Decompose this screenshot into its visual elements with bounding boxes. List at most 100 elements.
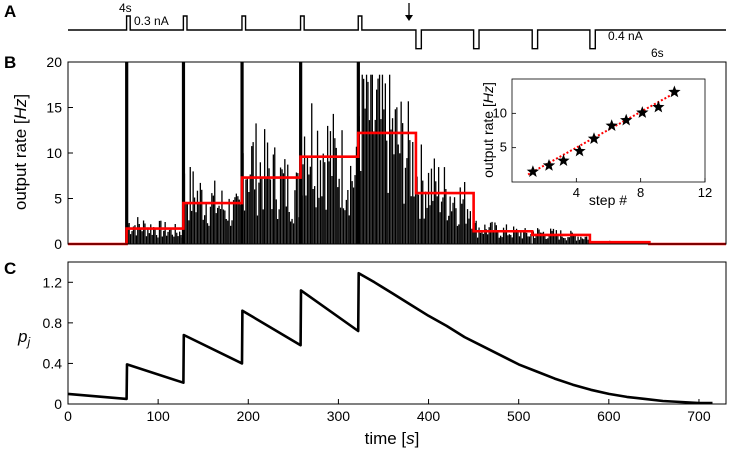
inset-star-point [636, 106, 649, 118]
histogram-bar [348, 215, 350, 244]
histogram-bar [311, 103, 313, 244]
inset-y-axis-label: output rate [Hz] [480, 82, 496, 178]
histogram-bar [215, 213, 217, 244]
histogram-bar [396, 107, 398, 244]
histogram-bar [501, 237, 503, 244]
mean-rate-step-line [68, 131, 726, 246]
histogram-bar [397, 144, 399, 244]
histogram-bar [419, 218, 421, 244]
inset-fit-line [527, 90, 679, 176]
histogram-bar [583, 239, 585, 244]
histogram-bar [322, 153, 324, 244]
panel-c-x-axis-label: time [s] [365, 429, 420, 448]
histogram-bar [218, 205, 220, 244]
histogram-bar [154, 228, 156, 244]
inset-x-axis-label: step # [589, 192, 627, 208]
panel-b-y-axis-label: output rate [Hz] [11, 94, 30, 210]
histogram-bar [201, 189, 203, 244]
histogram-bar [272, 154, 274, 244]
histogram-bar [163, 230, 165, 244]
panel-c-y-tick-label: 0.8 [43, 315, 63, 331]
histogram-bar [364, 108, 366, 244]
histogram-bar [436, 196, 438, 244]
histogram-bar [350, 165, 352, 244]
histogram-bar [383, 109, 385, 245]
histogram-bar [177, 236, 179, 244]
histogram-bar [186, 202, 188, 244]
panel-c-x-label-start: time [ [365, 429, 407, 448]
histogram-bar [347, 190, 349, 244]
histogram-bar [560, 230, 562, 244]
histogram-bar [404, 167, 407, 244]
histogram-bar [228, 198, 230, 244]
histogram-bar [545, 239, 547, 244]
histogram-bar [351, 181, 353, 244]
histogram-bar [290, 221, 292, 244]
histogram-bar [150, 224, 152, 244]
inset-star-point [573, 144, 586, 157]
panel-c-y-label-sub: j [25, 335, 30, 349]
histogram-bar [180, 235, 182, 244]
histogram-bar [151, 234, 153, 244]
histogram-bar [555, 230, 557, 244]
panel-c-x-tick-label: 0 [64, 408, 72, 424]
histogram-bar [548, 235, 550, 244]
histogram-bar [539, 232, 542, 244]
histogram-bar [535, 234, 537, 244]
histogram-bar [219, 209, 222, 244]
histogram-bar [275, 199, 277, 244]
histogram-bar [517, 230, 519, 244]
histogram-bar [158, 220, 161, 244]
histogram-bar [138, 224, 140, 244]
inset-x-tick-label: 12 [698, 185, 712, 200]
histogram-bar [131, 231, 133, 244]
histogram-bar [449, 196, 451, 244]
histogram-bar [381, 74, 384, 244]
histogram-bar [472, 224, 474, 244]
histogram-bar [577, 236, 579, 244]
histogram-bar [202, 219, 204, 244]
histogram-bar [344, 210, 346, 244]
histogram-bar [168, 229, 171, 244]
histogram-bar [586, 236, 588, 244]
histogram-bar [198, 203, 200, 244]
panel-c-x-tick-label: 400 [417, 408, 441, 424]
histogram-bar [442, 197, 444, 244]
histogram-bar [443, 167, 446, 244]
histogram-bar [206, 223, 209, 244]
panel-b-y-label-unit: Hz [11, 98, 30, 119]
histogram-bar [132, 226, 135, 244]
histogram-bar [399, 153, 401, 244]
histogram-bar [479, 232, 482, 244]
panel-c-x-ticks: 0 100 200 300 400 500 600 700 [64, 399, 711, 424]
histogram-bar [319, 160, 322, 244]
histogram-bar [193, 197, 196, 244]
histogram-bar [279, 167, 282, 244]
inset-axes-frame [511, 78, 706, 183]
histogram-bar [141, 231, 143, 244]
histogram-bar [527, 236, 529, 244]
histogram-bar [542, 231, 545, 244]
histogram-bar [334, 138, 336, 244]
histogram-bar [426, 207, 428, 244]
onset-spike-bar [181, 62, 186, 244]
histogram-bar [222, 209, 225, 244]
histogram-bar [145, 236, 148, 244]
panel-c-x-tick-label: 500 [507, 408, 531, 424]
histogram-bar [355, 146, 358, 244]
histogram-bar [435, 181, 437, 244]
histogram-bar [170, 228, 172, 244]
histogram-bar [505, 224, 508, 244]
histogram-bar [390, 129, 392, 244]
histogram-bar [406, 158, 408, 244]
histogram-bar [160, 220, 162, 244]
histogram-bar [268, 168, 270, 244]
histogram-bar [234, 197, 236, 244]
histogram-bar [394, 109, 396, 244]
histogram-bar [266, 142, 269, 244]
histogram-bar [500, 235, 502, 244]
histogram-bar [265, 177, 267, 244]
histogram-bar [246, 176, 248, 244]
histogram-bar [524, 228, 526, 244]
histogram-bar [292, 223, 295, 244]
